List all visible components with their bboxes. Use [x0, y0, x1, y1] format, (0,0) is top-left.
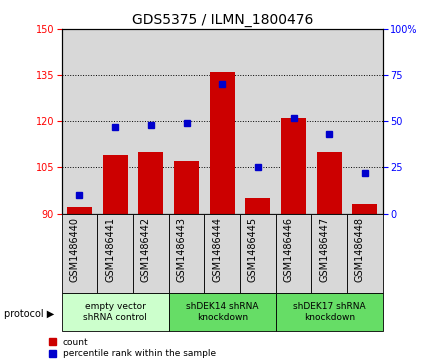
- Bar: [317, 152, 342, 214]
- Bar: [281, 118, 306, 214]
- Bar: [312, 29, 347, 214]
- Text: GSM1486445: GSM1486445: [248, 217, 258, 282]
- Text: GSM1486443: GSM1486443: [176, 217, 187, 282]
- Bar: [312, 214, 347, 293]
- Bar: [276, 293, 383, 331]
- Bar: [347, 29, 383, 214]
- Bar: [169, 293, 276, 331]
- Bar: [62, 29, 97, 214]
- Bar: [352, 204, 378, 214]
- Text: GSM1486448: GSM1486448: [355, 217, 365, 282]
- Bar: [133, 29, 169, 214]
- Text: GSM1486446: GSM1486446: [283, 217, 293, 282]
- Bar: [62, 293, 169, 331]
- Bar: [103, 155, 128, 214]
- Bar: [240, 214, 276, 293]
- Text: GSM1486440: GSM1486440: [70, 217, 80, 282]
- Bar: [133, 214, 169, 293]
- Bar: [169, 29, 204, 214]
- Bar: [174, 161, 199, 214]
- Bar: [62, 214, 97, 293]
- Text: GSM1486442: GSM1486442: [141, 217, 151, 282]
- Bar: [240, 29, 276, 214]
- Text: empty vector
shRNA control: empty vector shRNA control: [83, 302, 147, 322]
- Bar: [204, 214, 240, 293]
- Legend: count, percentile rank within the sample: count, percentile rank within the sample: [48, 338, 216, 359]
- Text: GSM1486447: GSM1486447: [319, 217, 329, 282]
- Bar: [67, 208, 92, 214]
- Bar: [246, 198, 270, 214]
- Bar: [169, 214, 204, 293]
- Bar: [97, 214, 133, 293]
- Text: protocol ▶: protocol ▶: [4, 309, 55, 319]
- Text: shDEK17 shRNA
knockdown: shDEK17 shRNA knockdown: [293, 302, 366, 322]
- Bar: [210, 72, 235, 214]
- Bar: [276, 29, 312, 214]
- Text: shDEK14 shRNA
knockdown: shDEK14 shRNA knockdown: [186, 302, 258, 322]
- Text: GSM1486444: GSM1486444: [212, 217, 222, 282]
- Bar: [204, 29, 240, 214]
- Text: GSM1486441: GSM1486441: [105, 217, 115, 282]
- Bar: [138, 152, 163, 214]
- Bar: [347, 214, 383, 293]
- Bar: [97, 29, 133, 214]
- Bar: [276, 214, 312, 293]
- Title: GDS5375 / ILMN_1800476: GDS5375 / ILMN_1800476: [132, 13, 313, 26]
